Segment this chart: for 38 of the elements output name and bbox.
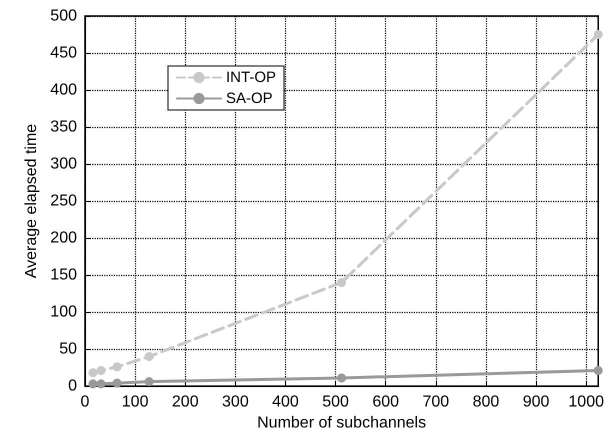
y-tick-label: 400 (50, 82, 78, 99)
y-tick-label: 100 (50, 304, 78, 321)
point (337, 278, 346, 287)
y-tick-label: 350 (50, 118, 78, 136)
x-tick-label: 600 (372, 394, 400, 411)
point (96, 379, 106, 388)
point (88, 368, 98, 378)
point (112, 362, 122, 372)
point (96, 366, 106, 376)
x-tick-label: 900 (522, 394, 550, 411)
x-tick-label: 0 (80, 394, 90, 411)
legend-label: SA-OP (226, 90, 273, 107)
y-tick-label: 250 (50, 192, 78, 210)
x-tick-label: 1000 (568, 394, 604, 411)
legend-label: INT-OP (226, 69, 276, 86)
x-tick-label: 200 (172, 394, 199, 411)
x-axis-title: Number of subchannels (257, 414, 426, 432)
x-tick-label: 300 (222, 394, 249, 411)
y-axis-title: Average elapsed time (22, 124, 40, 278)
x-tick-label: 700 (422, 394, 450, 411)
x-tick-label: 500 (322, 394, 350, 411)
point (594, 366, 603, 376)
point (337, 373, 346, 382)
point (112, 378, 122, 388)
point (144, 377, 154, 386)
y-tick-label: 50 (59, 340, 78, 358)
point (594, 30, 603, 39)
y-tick-label: 0 (68, 378, 78, 395)
point (144, 352, 154, 361)
y-tick-label: 300 (50, 156, 78, 173)
x-tick-label: 800 (472, 394, 500, 411)
y-tick-label: 200 (50, 230, 78, 247)
point (88, 379, 98, 388)
y-tick-label: 450 (50, 44, 78, 62)
x-tick-label: 100 (122, 394, 149, 411)
y-tick-label: 150 (50, 266, 78, 284)
x-tick-label: 400 (272, 394, 299, 411)
y-tick-label: 500 (50, 8, 78, 24)
